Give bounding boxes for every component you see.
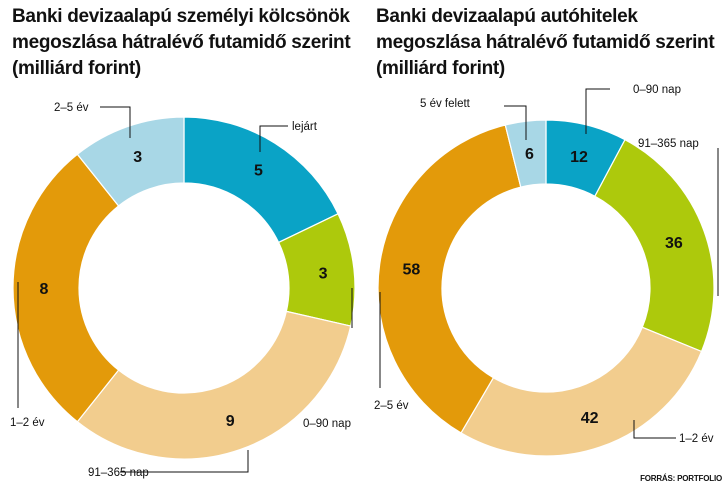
value-label-5-ev-felett: 6 bbox=[525, 146, 534, 163]
slice-2-5-ev bbox=[76, 116, 185, 207]
value-label-91-365-nap: 9 bbox=[226, 413, 235, 430]
category-label-2-5-ev: 2–5 év bbox=[54, 102, 89, 114]
category-label-5-ev-felett: 5 év felett bbox=[420, 98, 471, 110]
value-label-2-5-ev: 3 bbox=[133, 149, 142, 166]
chart-title-car-loans: Banki devizaalapú autóhitelek megoszlása… bbox=[376, 4, 721, 82]
slice-5-ev-felett bbox=[504, 119, 547, 188]
slice-2-5-ev bbox=[377, 124, 522, 434]
value-label-2-5-ev: 58 bbox=[402, 262, 420, 279]
callout-line-1-2-ev bbox=[633, 420, 676, 439]
callout-line-2-5-ev bbox=[100, 106, 131, 138]
title-line: megoszlása hátralévő futamidő szerint bbox=[376, 32, 715, 53]
slice-91-365-nap bbox=[76, 310, 352, 460]
source-note: FORRÁS: PORTFOLIO bbox=[640, 474, 722, 483]
callout-line-91-365-nap bbox=[120, 450, 249, 473]
title-line: (milliárd forint) bbox=[12, 58, 141, 79]
callout-line-0-90-nap bbox=[585, 88, 610, 134]
slice-1-2-ev bbox=[460, 326, 703, 457]
callout-line-5-ev-felett bbox=[504, 105, 527, 140]
slice-1-2-ev bbox=[12, 153, 120, 423]
value-label-0-90-nap: 12 bbox=[570, 149, 588, 166]
value-label-0-90-nap: 3 bbox=[319, 265, 328, 282]
title-line: megoszlása hátralévő futamidő szerint bbox=[12, 32, 351, 53]
value-label-91-365-nap: 36 bbox=[665, 235, 683, 252]
category-label-91-365-nap: 91–365 nap bbox=[638, 138, 699, 150]
slice-lejart bbox=[183, 116, 339, 244]
title-line: (milliárd forint) bbox=[376, 58, 505, 79]
donut-car-loans: 12 36 42 58 6 0–90 nap 91–365 nap 1–2 év 2–5 év 5… bbox=[374, 84, 719, 457]
value-label-lejart: 5 bbox=[254, 162, 263, 179]
category-label-0-90-nap: 0–90 nap bbox=[303, 418, 351, 430]
value-label-1-2-ev: 8 bbox=[40, 281, 49, 298]
chart-title-personal-loans: Banki devizaalapú személyi kölcsönök meg… bbox=[12, 4, 357, 82]
title-line: Banki devizaalapú autóhitelek bbox=[376, 6, 638, 27]
donut-personal-loans: 5 3 9 8 3 lejárt 0–90 nap 91–365 nap 1–2 év 2–5 é… bbox=[10, 102, 356, 479]
title-line: Banki devizaalapú személyi kölcsönök bbox=[12, 6, 350, 27]
callout-line-lejart bbox=[259, 125, 288, 152]
category-label-91-365-nap: 91–365 nap bbox=[88, 467, 149, 479]
slice-91-365-nap bbox=[594, 138, 715, 353]
category-label-2-5-ev: 2–5 év bbox=[374, 400, 409, 412]
category-label-0-90-nap: 0–90 nap bbox=[633, 84, 681, 96]
category-label-1-2-ev: 1–2 év bbox=[679, 433, 714, 445]
value-label-1-2-ev: 42 bbox=[581, 410, 599, 427]
category-label-1-2-ev: 1–2 év bbox=[10, 417, 45, 429]
category-label-lejart: lejárt bbox=[292, 121, 318, 133]
